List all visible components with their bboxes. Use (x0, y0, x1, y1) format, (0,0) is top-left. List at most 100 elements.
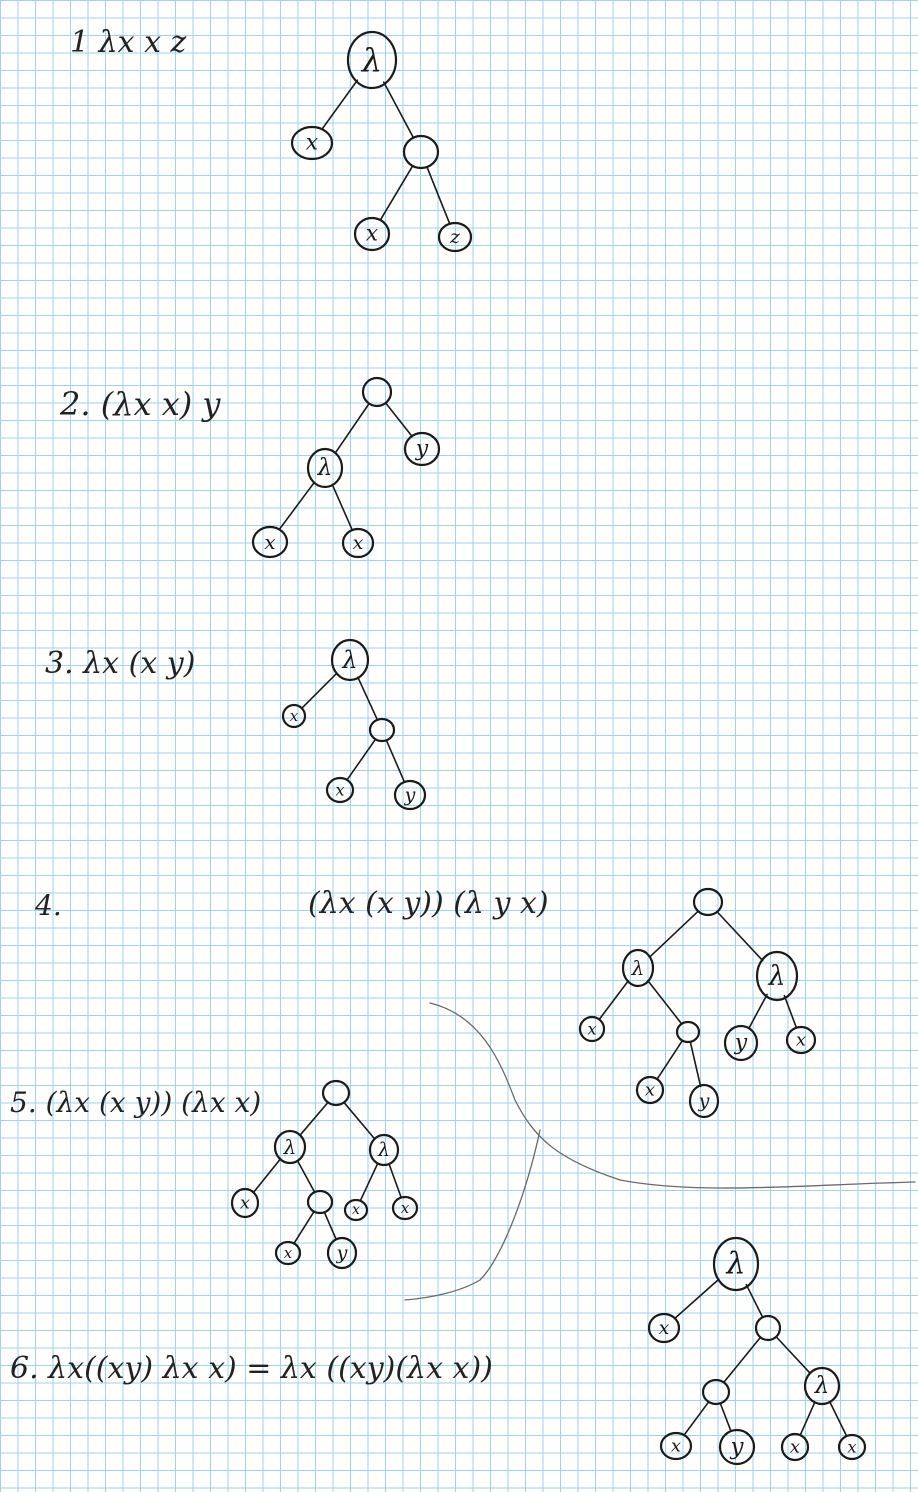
tree-edge (776, 1336, 811, 1374)
tree-edge (357, 676, 378, 720)
tree-edge (689, 1041, 702, 1088)
node-label: x (847, 1438, 856, 1457)
variable-node-y (718, 1428, 756, 1466)
variable-node-x (281, 703, 307, 729)
tree-edge (829, 1401, 848, 1437)
variable-node-x (837, 1433, 867, 1461)
variable-node-x (635, 1075, 665, 1105)
node-label: x (671, 1436, 681, 1457)
tree-edge (719, 1403, 732, 1431)
node-label: y (734, 1031, 748, 1056)
node-label: λ (341, 646, 357, 674)
variable-node-x (578, 1015, 606, 1043)
tree-edge (323, 1212, 337, 1241)
variable-node-x (391, 1195, 419, 1221)
tree-edge (385, 740, 405, 783)
tree-edge (716, 911, 764, 962)
tree-edge (334, 403, 370, 454)
application-node (692, 887, 724, 917)
variable-node-x (353, 216, 391, 252)
tree-edge (293, 1211, 315, 1244)
tree-problem-5: λ x x y λ x x (230, 1079, 419, 1270)
node-label: x (306, 131, 319, 156)
lambda-node (346, 30, 398, 90)
lambda-node (755, 950, 799, 1002)
variable-node-x (647, 1312, 681, 1344)
tree-edge (723, 1337, 761, 1383)
node-label: y (404, 784, 416, 806)
tree-edge (346, 739, 376, 781)
lambda-node (803, 1366, 841, 1406)
variable-node-x (290, 125, 334, 161)
lambda-node (368, 1133, 400, 1167)
application-node (675, 1020, 701, 1044)
node-label: y (698, 1090, 710, 1112)
variable-node-y (326, 1236, 358, 1270)
tree-edge (379, 165, 414, 221)
tree-edge (252, 1158, 281, 1193)
tree-edge (388, 1163, 402, 1198)
node-label: x (290, 707, 299, 725)
application-node (306, 1189, 334, 1215)
problem-1-label: 1 λx x z (70, 25, 187, 60)
variable-node-x (785, 1025, 817, 1055)
application-node (701, 1378, 731, 1406)
tree-edge (321, 79, 359, 131)
node-label: x (284, 1244, 293, 1262)
problem-3-label: 3. λx (x y) (45, 646, 195, 681)
problem-4-label: 4. (34, 889, 62, 922)
tree-edge (599, 979, 630, 1020)
tree-edge (748, 993, 768, 1029)
tree-problem-2: λ x x y (251, 376, 441, 559)
tree-edge (278, 481, 316, 530)
node-label: x (796, 1030, 806, 1051)
node-label: x (790, 1437, 800, 1458)
tree-edge (648, 910, 699, 958)
node-label: x (335, 781, 344, 800)
lambda-node (273, 1129, 307, 1165)
application-node (368, 717, 396, 743)
application-node (754, 1314, 782, 1342)
node-label: x (587, 1020, 596, 1039)
node-label: x (659, 1317, 670, 1339)
variable-node-y (393, 779, 427, 811)
node-label: x (645, 1080, 655, 1101)
variable-node-x (780, 1432, 810, 1462)
application-node (321, 1079, 351, 1107)
lambda-node (330, 638, 370, 682)
lambda-node (621, 948, 655, 988)
variable-node-x (230, 1187, 260, 1219)
tree-edge (683, 1401, 710, 1436)
problem-6-label: 6. λx((xy) λx x) = λx ((xy)(λx x)) (10, 1351, 493, 1386)
node-label: x (352, 1202, 360, 1218)
node-label: y (336, 1242, 348, 1264)
variable-node-x (341, 527, 375, 559)
node-label: x (353, 532, 364, 554)
variable-node-x (659, 1431, 693, 1461)
variable-node-x (325, 776, 355, 804)
node-label: x (366, 222, 379, 247)
node-label: z (449, 226, 461, 248)
tree-edge (299, 1102, 329, 1136)
tree-problem-1: λ x x z (290, 30, 473, 253)
node-label: λ (283, 1135, 297, 1159)
tree-edge (656, 1040, 683, 1080)
variable-node-z (437, 221, 473, 253)
tree-edge (385, 402, 413, 437)
node-label: λ (767, 961, 785, 992)
lambda-node (712, 1236, 760, 1292)
tree-edge (343, 1102, 376, 1140)
node-label: x (401, 1199, 410, 1217)
tree-edge (674, 1278, 720, 1319)
tree-edge (426, 166, 451, 224)
problem-2-label: 2. (λx x) y (59, 385, 221, 423)
variable-node-y (723, 1024, 759, 1062)
node-label: λ (814, 1373, 830, 1399)
node-label: λ (360, 41, 382, 79)
problem-5-label: 5. (λx (x y)) (λx x) (10, 1086, 261, 1119)
node-label: x (240, 1193, 250, 1214)
tree-edge (296, 1160, 316, 1193)
tree-edge (301, 672, 338, 709)
node-label: λ (631, 956, 645, 980)
